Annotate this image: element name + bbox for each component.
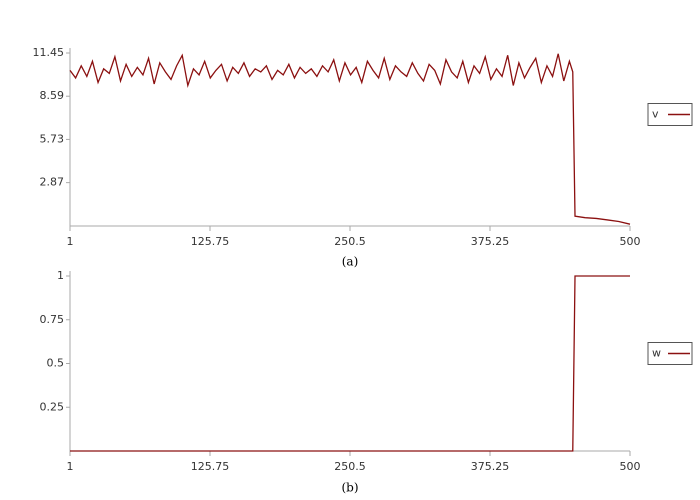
- y-tick-label: 0.5: [47, 357, 65, 370]
- line: [69, 53, 631, 225]
- y-tick-label: 0.25: [40, 400, 65, 413]
- legend-label: v: [652, 108, 659, 121]
- x-tick-label: 500: [620, 460, 641, 473]
- y-tick-label: 8.59: [40, 89, 65, 102]
- y-tick-label: 1: [57, 269, 64, 282]
- y-tick-label: 11.45: [33, 46, 65, 59]
- caption: (b): [341, 481, 358, 495]
- legend-label: w: [652, 347, 661, 360]
- x-tick-label: 375.25: [471, 235, 510, 248]
- caption: (a): [342, 255, 359, 269]
- x-tick-label: 250.5: [334, 235, 366, 248]
- y-tick-label: 5.73: [40, 132, 65, 145]
- x-tick-label: 500: [620, 235, 641, 248]
- x-tick-label: 1: [67, 235, 74, 248]
- x-tick-label: 250.5: [334, 460, 366, 473]
- y-tick-label: 2.87: [40, 176, 65, 189]
- line: [70, 275, 630, 452]
- x-tick-label: 1: [67, 460, 74, 473]
- x-tick-label: 125.75: [191, 460, 230, 473]
- x-tick-label: 375.25: [471, 460, 510, 473]
- y-tick-label: 0.75: [40, 313, 65, 326]
- x-tick-label: 125.75: [191, 235, 230, 248]
